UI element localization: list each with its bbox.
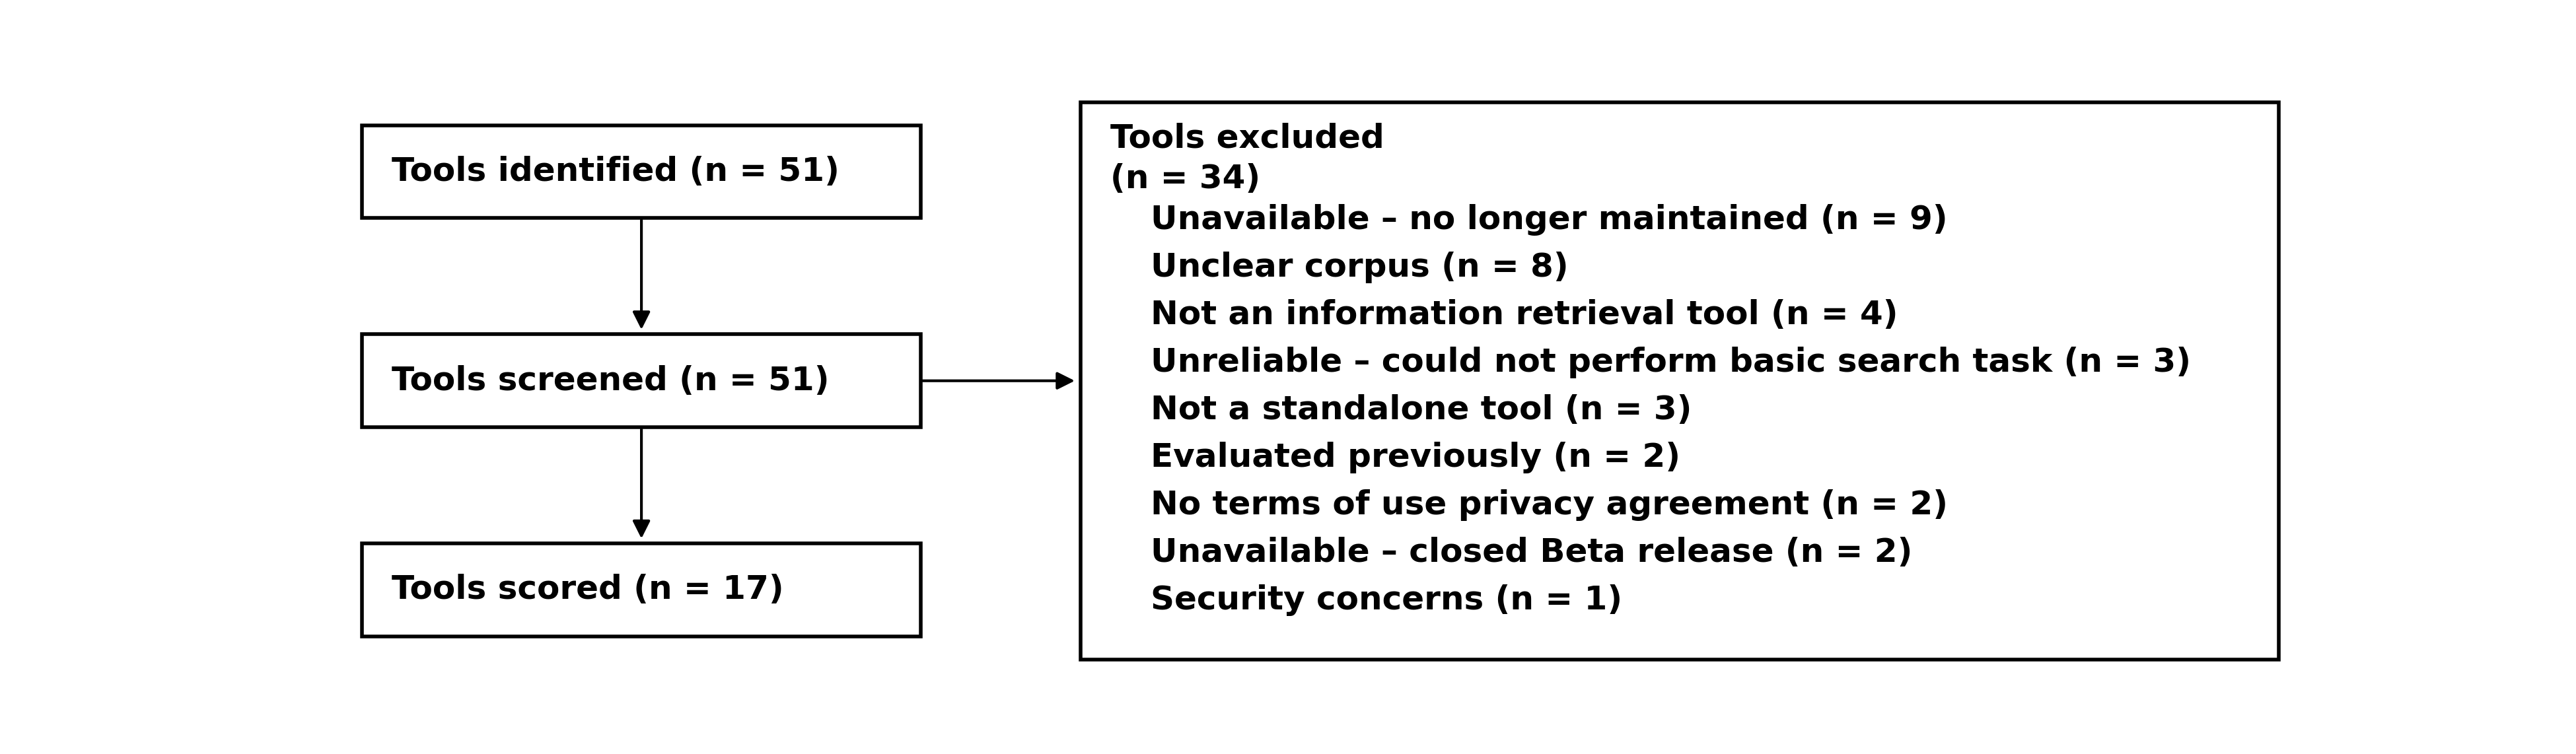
Text: Tools excluded: Tools excluded	[1110, 122, 1386, 154]
Text: Tools identified (n = 51): Tools identified (n = 51)	[392, 156, 840, 188]
Text: Not an information retrieval tool (n = 4): Not an information retrieval tool (n = 4…	[1151, 299, 1899, 330]
Text: Unclear corpus (n = 8): Unclear corpus (n = 8)	[1151, 251, 1569, 283]
Text: Tools screened (n = 51): Tools screened (n = 51)	[392, 365, 829, 397]
Text: Evaluated previously (n = 2): Evaluated previously (n = 2)	[1151, 442, 1680, 474]
FancyBboxPatch shape	[361, 334, 922, 428]
Text: Unavailable – no longer maintained (n = 9): Unavailable – no longer maintained (n = …	[1151, 204, 1947, 235]
Text: Not a standalone tool (n = 3): Not a standalone tool (n = 3)	[1151, 394, 1692, 426]
FancyBboxPatch shape	[361, 544, 922, 636]
FancyBboxPatch shape	[1082, 102, 2277, 660]
Text: Unreliable – could not perform basic search task (n = 3): Unreliable – could not perform basic sea…	[1151, 347, 2190, 379]
FancyBboxPatch shape	[361, 125, 922, 218]
Text: (n = 34): (n = 34)	[1110, 163, 1260, 195]
Text: Security concerns (n = 1): Security concerns (n = 1)	[1151, 584, 1623, 616]
Text: Unavailable – closed Beta release (n = 2): Unavailable – closed Beta release (n = 2…	[1151, 537, 1911, 569]
Text: No terms of use privacy agreement (n = 2): No terms of use privacy agreement (n = 2…	[1151, 489, 1947, 521]
Text: Tools scored (n = 17): Tools scored (n = 17)	[392, 574, 783, 605]
